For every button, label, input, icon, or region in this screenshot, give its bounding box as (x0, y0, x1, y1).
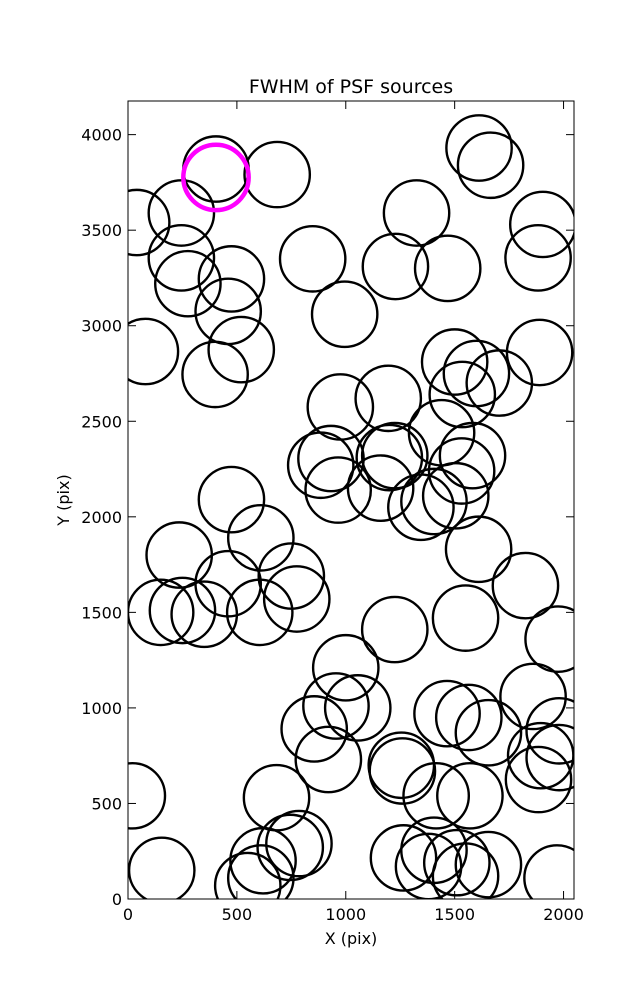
y-tick-label: 3000 (81, 317, 122, 336)
y-axis-label: Y (pix) (54, 474, 73, 526)
psf-source-circle (400, 467, 468, 536)
psf-source-circle (445, 114, 513, 182)
psf-source-circle (302, 672, 370, 740)
psf-source-circle (454, 830, 523, 899)
y-tick-label: 1500 (81, 603, 122, 622)
psf-source-circle (229, 826, 297, 895)
y-tick-label: 2000 (81, 508, 122, 527)
psf-source-circle (278, 224, 347, 293)
x-tick-label: 2000 (543, 905, 584, 924)
psf-source-circle (154, 249, 222, 318)
psf-source-circle (420, 328, 489, 396)
psf-source-circle (147, 224, 216, 292)
chart-title: FWHM of PSF sources (249, 76, 453, 98)
x-tick-label: 500 (222, 905, 253, 924)
plot-marks (128, 114, 574, 899)
psf-source-circle (382, 179, 451, 247)
highlight-layer (181, 142, 251, 213)
y-tick-label: 2500 (81, 412, 122, 431)
psf-source-circle (243, 140, 312, 209)
y-axis-ticks: 0 500 1000 1500 2000 2500 3000 3500 4000 (81, 126, 574, 909)
psf-source-circle (265, 809, 333, 878)
psf-source-circle (505, 318, 574, 387)
psf-source-circle (454, 698, 523, 767)
psf-source-circle (286, 431, 355, 500)
psf-source-circle (431, 842, 500, 899)
psf-source-circle (361, 232, 430, 301)
psf-source-circle (394, 832, 463, 899)
psf-source-circle (509, 190, 574, 259)
psf-source-circle (213, 851, 282, 899)
psf-source-circle (128, 761, 167, 830)
psf-source-circle (128, 578, 195, 647)
x-axis-ticks: 0 500 1000 1500 2000 (123, 101, 584, 924)
psf-source-circle (524, 605, 574, 673)
psf-source-circle (346, 454, 415, 523)
psf-source-circle (438, 421, 507, 490)
x-tick-label: 1000 (325, 905, 366, 924)
x-axis-label: X (pix) (325, 929, 378, 948)
psf-source-circle (294, 725, 363, 794)
psf-source-circle (280, 695, 349, 763)
psf-source-circle (504, 224, 572, 292)
psf-source-circle (506, 721, 574, 790)
psf-source-circle (226, 503, 295, 572)
psf-source-circle (422, 828, 491, 897)
psf-source-circle (387, 473, 455, 542)
psf-source-circle (148, 576, 217, 645)
psf-source-circle (444, 515, 513, 584)
highlighted-source-circle (181, 142, 251, 213)
psf-source-circle (431, 584, 500, 652)
y-tick-label: 0 (112, 890, 122, 909)
psf-source-circle (436, 761, 504, 830)
psf-source-circle (413, 679, 481, 748)
psf-source-circle (197, 245, 266, 313)
psf-source-circle (128, 188, 171, 257)
psf-source-circle (369, 824, 438, 892)
psf-source-circle (525, 723, 574, 792)
y-tick-label: 500 (91, 794, 122, 813)
psf-source-circle (128, 836, 196, 899)
psf-source-circle (128, 317, 180, 386)
psf-source-circle (523, 844, 574, 899)
psf-source-circle (225, 578, 294, 647)
psf-source-circle (499, 662, 567, 731)
psf-source-circle (427, 437, 496, 505)
psf-source-circle (226, 844, 295, 899)
psf-source-circle (525, 696, 574, 765)
psf-source-circle (491, 551, 560, 620)
x-tick-label: 0 (123, 905, 133, 924)
psf-source-circle (354, 364, 423, 433)
psf-source-circle (197, 465, 266, 534)
psf-source-circle (323, 674, 392, 742)
psf-source-circle (428, 360, 497, 429)
psf-source-circle (402, 761, 471, 830)
psf-source-circle (311, 633, 380, 702)
y-tick-label: 3500 (81, 221, 122, 240)
psf-source-circle (310, 280, 379, 349)
psf-source-circle (360, 595, 429, 664)
psf-source-circle (257, 542, 326, 610)
psf-source-circle (368, 737, 437, 805)
y-tick-label: 4000 (81, 126, 122, 145)
psf-source-circle (262, 565, 331, 633)
psf-source-circle (434, 683, 503, 752)
psf-source-circle (421, 461, 490, 530)
psf-source-circle (504, 745, 573, 814)
psf-source-circle (181, 340, 249, 409)
y-tick-label: 1000 (81, 699, 122, 718)
plot-frame (127, 100, 575, 900)
psf-source-circle (207, 315, 276, 384)
psf-source-circle (304, 456, 373, 524)
x-tick-label: 1500 (434, 905, 475, 924)
psf-source-circle (465, 349, 534, 417)
psf-source-circle (297, 424, 365, 493)
psf-source-circle (456, 131, 525, 200)
psf-source-circle (355, 423, 424, 492)
psf-source-circle (170, 580, 239, 649)
psf-source-circle (413, 234, 482, 303)
